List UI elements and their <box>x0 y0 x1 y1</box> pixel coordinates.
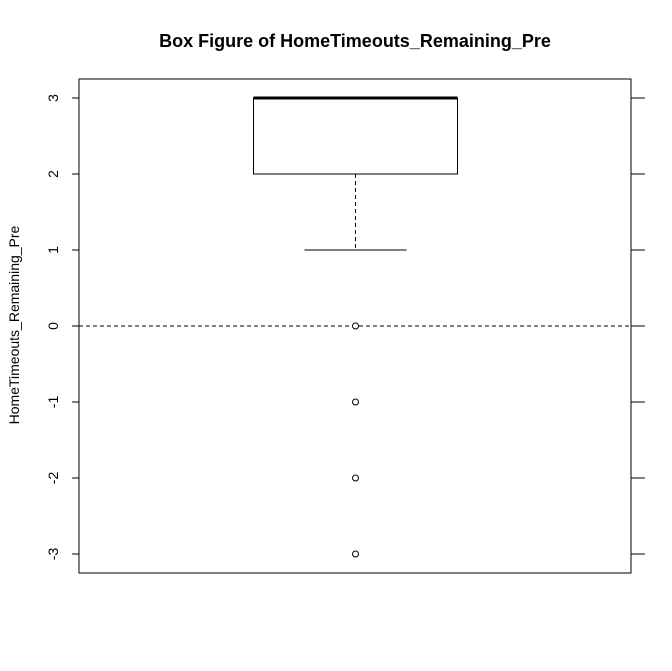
outlier-point <box>352 322 359 330</box>
y-tick-label: 0 <box>45 322 61 330</box>
y-tick-label: 1 <box>45 246 61 254</box>
chart-title: Box Figure of HomeTimeouts_Remaining_Pre <box>159 31 551 51</box>
y-axis: 3 2 1 0 -1 -2 -3 <box>45 94 645 560</box>
box-iqr <box>253 97 458 175</box>
plot-marks <box>79 96 631 558</box>
y-tick-label: -1 <box>45 396 61 409</box>
y-tick-label: -3 <box>45 548 61 561</box>
outlier-point <box>352 474 359 482</box>
y-tick-label: 3 <box>45 94 61 102</box>
outlier-point <box>352 398 359 406</box>
y-tick-label: 2 <box>45 170 61 178</box>
y-tick-label: -2 <box>45 472 61 485</box>
outlier-point <box>352 550 359 558</box>
y-axis-label: HomeTimeouts_Remaining_Pre <box>6 225 22 424</box>
